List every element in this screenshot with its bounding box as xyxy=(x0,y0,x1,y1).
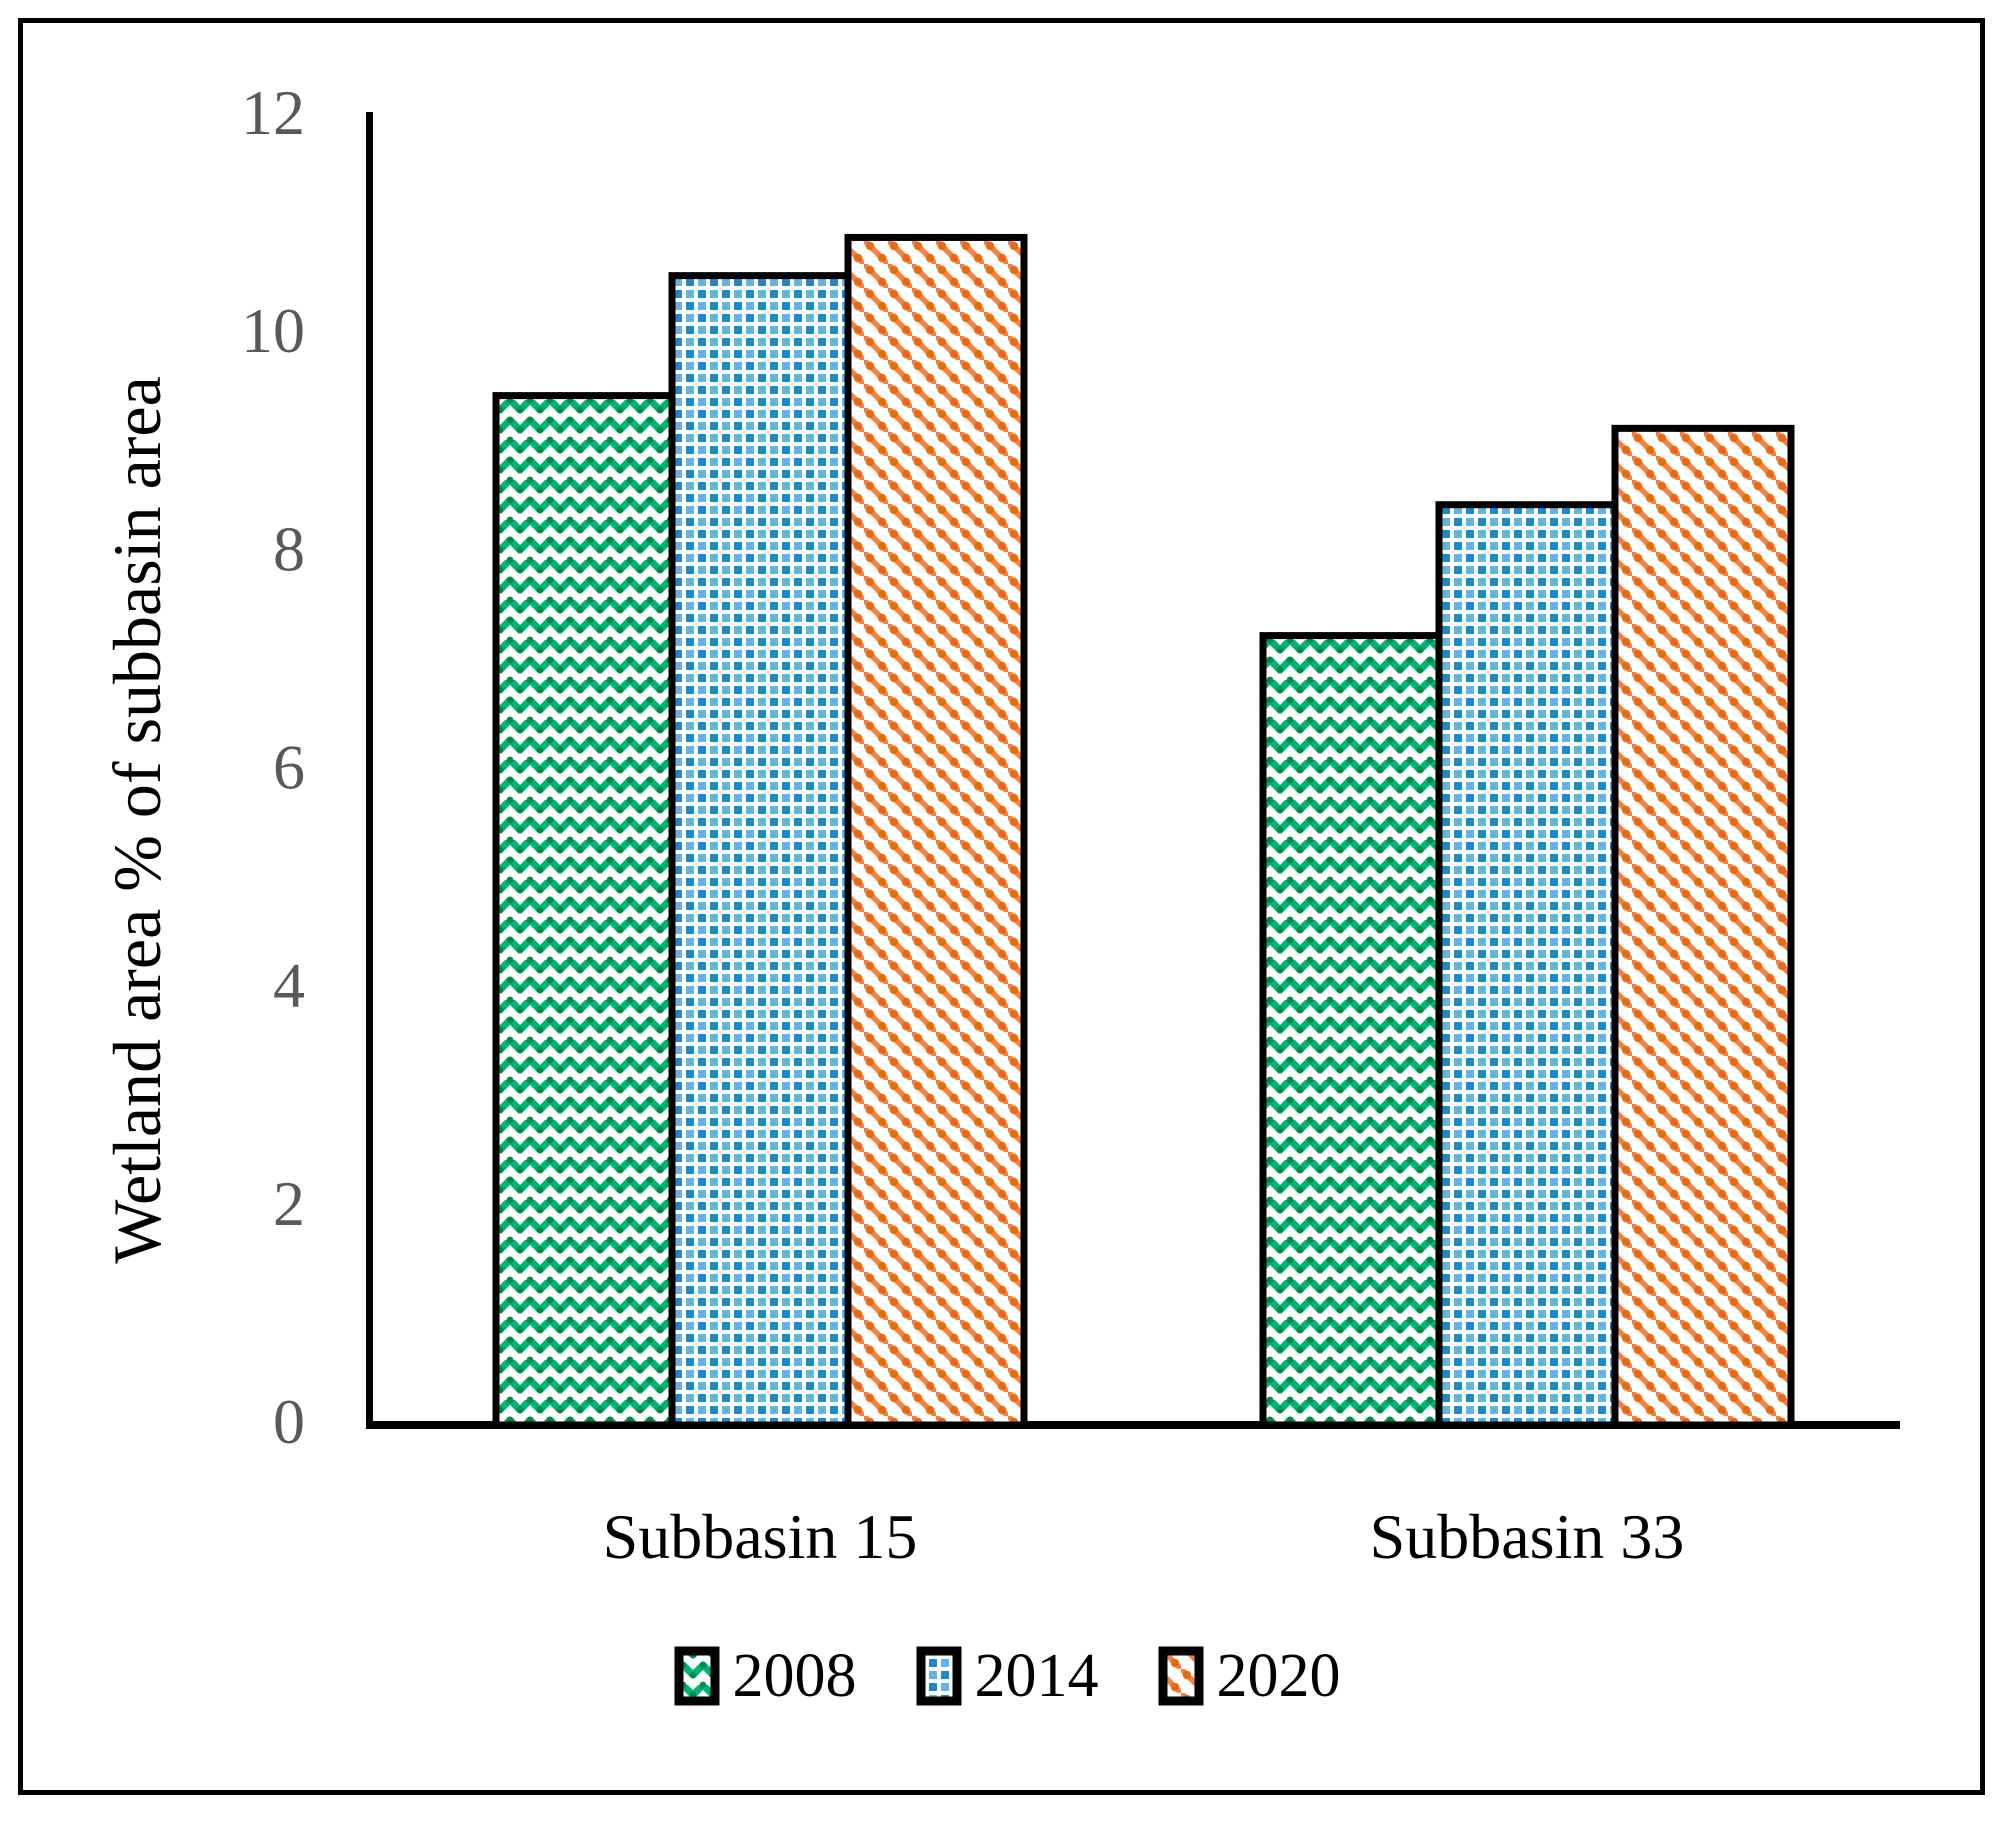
y-tick-label-8: 8 xyxy=(273,513,305,584)
legend-swatch-2014-icon xyxy=(916,1646,961,1706)
bar-subbasin-15-2014 xyxy=(668,272,852,1429)
bar-subbasin-15-2008 xyxy=(492,392,676,1429)
legend-swatch-2008-icon xyxy=(674,1646,719,1706)
legend: 2008 2014 2020 xyxy=(0,1645,2013,1707)
y-tick-label-4: 4 xyxy=(273,950,305,1021)
figure-border xyxy=(18,18,1985,1795)
y-axis-line xyxy=(366,112,373,1429)
legend-label-2008: 2008 xyxy=(732,1642,857,1710)
legend-label-2014: 2014 xyxy=(974,1642,1099,1710)
y-tick-label-10: 10 xyxy=(241,295,305,366)
y-tick-label-12: 12 xyxy=(241,77,305,148)
legend-item-2008: 2008 xyxy=(673,1645,857,1707)
y-tick-label-2: 2 xyxy=(273,1168,305,1239)
x-category-label-subbasin-33: Subbasin 33 xyxy=(1370,1501,1685,1572)
bar-subbasin-33-2014 xyxy=(1435,501,1619,1429)
y-tick-label-6: 6 xyxy=(273,732,305,803)
legend-item-2020: 2020 xyxy=(1157,1645,1341,1707)
bar-subbasin-33-2020 xyxy=(1611,424,1795,1429)
y-tick-label-0: 0 xyxy=(273,1386,305,1457)
legend-label-2020: 2020 xyxy=(1216,1642,1341,1710)
bar-subbasin-15-2020 xyxy=(844,233,1028,1429)
y-axis-title: Wetland area % of subbasin area xyxy=(99,376,175,1264)
bar-subbasin-33-2008 xyxy=(1259,632,1443,1429)
legend-item-2014: 2014 xyxy=(915,1645,1099,1707)
x-category-label-subbasin-15: Subbasin 15 xyxy=(603,1501,918,1572)
legend-swatch-2020-icon xyxy=(1158,1646,1203,1706)
x-axis-line xyxy=(366,1421,1900,1429)
